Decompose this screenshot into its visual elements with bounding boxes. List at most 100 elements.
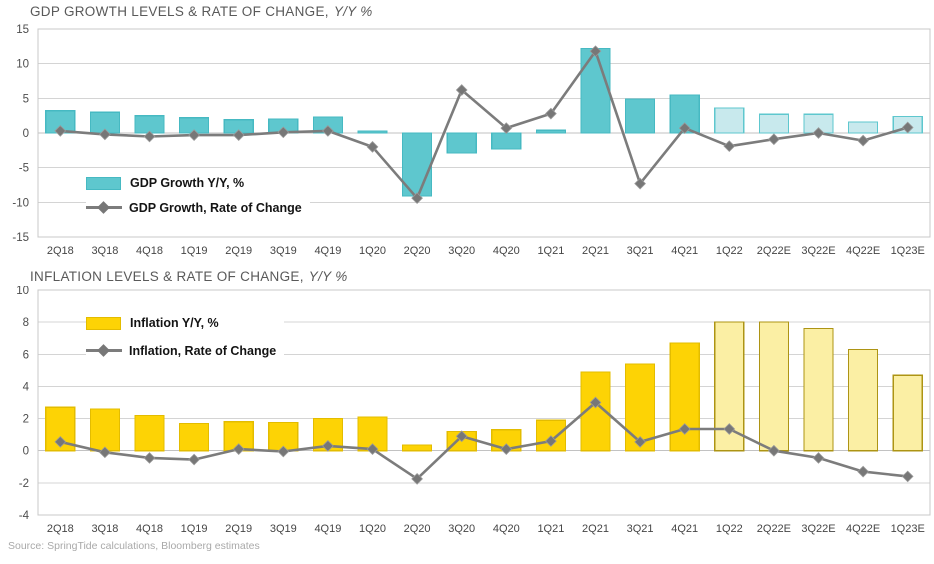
bar — [714, 107, 745, 134]
inflation-legend-item-line: Inflation, Rate of Change — [86, 342, 285, 359]
line-marker — [901, 470, 914, 483]
svg-text:1Q22: 1Q22 — [716, 245, 743, 257]
inflation-line-swatch-icon — [86, 343, 122, 358]
svg-text:3Q22E: 3Q22E — [801, 523, 835, 535]
gdp-line-swatch-icon — [86, 200, 122, 215]
bar — [446, 132, 477, 154]
line-marker — [455, 84, 468, 96]
svg-text:4: 4 — [23, 381, 30, 393]
plot-border — [37, 289, 931, 516]
svg-text:-5: -5 — [19, 163, 29, 175]
line-marker — [901, 121, 914, 134]
svg-text:10: 10 — [16, 59, 29, 71]
line-marker — [634, 177, 646, 190]
gdp-title-units: Y/Y % — [333, 4, 373, 19]
inflation-legend-line-label: Inflation, Rate of Change — [129, 343, 277, 358]
svg-text:2: 2 — [23, 414, 29, 426]
inflation-plot-area: 10 8 6 4 2 0 -2 -4 2Q18 3Q18 4Q18 1Q19 2Q19 3Q19 4Q19 1… — [0, 285, 934, 543]
x-axis-labels: 2Q18 3Q18 4Q18 1Q19 2Q19 3Q19 4Q19 1Q20 2Q20 3Q20… — [47, 245, 925, 257]
bar — [402, 444, 433, 452]
line-marker — [143, 130, 156, 143]
line-marker — [500, 122, 513, 135]
svg-text:1Q19: 1Q19 — [181, 245, 208, 257]
line-marker — [277, 126, 290, 139]
svg-text:8: 8 — [23, 317, 29, 329]
bar — [535, 129, 567, 134]
svg-text:2Q20: 2Q20 — [404, 523, 431, 535]
svg-text:4Q22E: 4Q22E — [846, 245, 880, 257]
line-marker — [857, 134, 869, 147]
svg-text:2Q20: 2Q20 — [404, 245, 431, 257]
gdp-title-text: GDP GROWTH LEVELS & RATE OF CHANGE, — [30, 4, 329, 19]
line-marker — [723, 423, 736, 435]
svg-text:5: 5 — [23, 93, 29, 105]
x-axis-labels: 2Q18 3Q18 4Q18 1Q19 2Q19 3Q19 4Q19 1Q20 2Q20 3Q20… — [47, 523, 925, 535]
svg-text:10: 10 — [16, 286, 29, 297]
legend-diamond-icon — [97, 344, 110, 357]
svg-text:1Q20: 1Q20 — [359, 245, 386, 257]
y-axis-labels: 10 8 6 4 2 0 -2 -4 — [16, 285, 30, 522]
svg-text:1Q23E: 1Q23E — [891, 523, 925, 535]
gdp-legend-item-bars: GDP Growth Y/Y, % — [86, 175, 310, 191]
svg-text:1Q22: 1Q22 — [716, 523, 743, 535]
bar — [892, 374, 923, 452]
svg-text:2Q19: 2Q19 — [225, 245, 252, 257]
gdp-legend-line-label: GDP Growth, Rate of Change — [129, 200, 302, 215]
legend-diamond-icon — [97, 201, 110, 214]
line-marker — [500, 443, 513, 455]
line-marker — [455, 430, 468, 443]
bar — [803, 327, 834, 452]
line-marker — [812, 452, 825, 464]
bar — [758, 113, 790, 134]
gdp-bar-swatch-icon — [86, 176, 121, 190]
svg-text:3Q20: 3Q20 — [448, 245, 475, 257]
svg-text:3Q21: 3Q21 — [627, 245, 654, 257]
bar — [223, 421, 254, 452]
plot-border — [37, 28, 931, 238]
svg-text:4Q19: 4Q19 — [314, 523, 341, 535]
svg-text:0: 0 — [23, 446, 29, 458]
line-marker — [322, 440, 334, 452]
gdp-legend-item-line: GDP Growth, Rate of Change — [86, 199, 310, 216]
plot-svg: 10 8 6 4 2 0 -2 -4 2Q18 3Q18 4Q18 1Q19 2Q19 3Q19 4Q19 1… — [16, 285, 931, 535]
svg-text:2Q18: 2Q18 — [47, 245, 74, 257]
gdp-legend: GDP Growth Y/Y, % GDP Growth, Rate of Ch… — [86, 175, 310, 224]
line-marker — [768, 133, 780, 146]
svg-text:15: 15 — [16, 24, 29, 36]
line-marker — [411, 472, 423, 485]
svg-text:1Q20: 1Q20 — [359, 523, 386, 535]
svg-text:4Q20: 4Q20 — [493, 523, 520, 535]
inflation-legend-item-bars: Inflation Y/Y, % — [86, 315, 285, 331]
svg-text:2Q22E: 2Q22E — [757, 523, 791, 535]
plot-svg: 15 10 5 0 -5 -10 -15 2Q18 3Q18 4Q18 1Q19 2Q19 3Q19 4Q… — [12, 24, 931, 257]
line-marker — [545, 435, 557, 447]
bar — [847, 348, 879, 452]
line-marker — [768, 444, 780, 457]
svg-text:1Q23E: 1Q23E — [891, 245, 925, 257]
svg-text:3Q19: 3Q19 — [270, 245, 297, 257]
svg-text:-15: -15 — [12, 232, 29, 244]
line-marker — [678, 122, 691, 135]
source-note: Source: SpringTide calculations, Bloombe… — [8, 540, 260, 552]
svg-text:-10: -10 — [12, 197, 29, 209]
bar — [624, 98, 656, 134]
line-marker — [366, 443, 379, 455]
svg-text:4Q21: 4Q21 — [671, 523, 698, 535]
svg-text:3Q18: 3Q18 — [91, 245, 118, 257]
svg-text:1Q21: 1Q21 — [537, 245, 564, 257]
svg-text:1Q19: 1Q19 — [181, 523, 208, 535]
svg-text:4Q18: 4Q18 — [136, 523, 163, 535]
line-marker — [99, 128, 111, 141]
bar — [179, 422, 210, 452]
line-marker — [812, 127, 825, 139]
svg-text:6: 6 — [23, 349, 29, 361]
bar — [580, 47, 611, 134]
line-marker — [277, 445, 290, 458]
inflation-legend: Inflation Y/Y, % Inflation, Rate of Chan… — [86, 315, 285, 370]
line-series — [54, 396, 914, 485]
svg-text:4Q20: 4Q20 — [493, 245, 520, 257]
bar — [134, 414, 165, 452]
line-marker — [54, 436, 67, 448]
svg-text:4Q22E: 4Q22E — [846, 523, 880, 535]
